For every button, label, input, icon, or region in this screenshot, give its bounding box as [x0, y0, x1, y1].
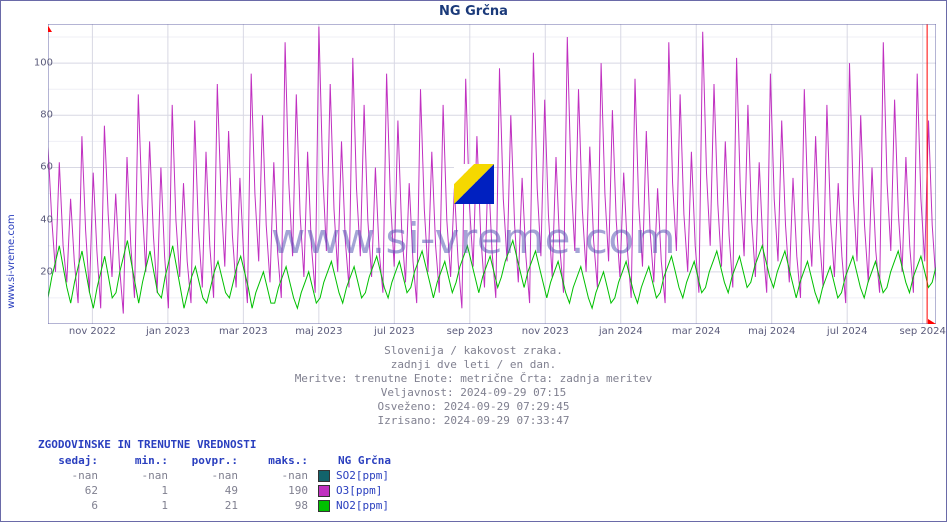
legend-label: SO2[ppm] — [336, 469, 389, 482]
history-table: ZGODOVINSKE IN TRENUTNE VREDNOSTI sedaj:… — [38, 438, 391, 513]
y-tick-label: 40 — [9, 214, 53, 225]
x-tick-label: mar 2023 — [219, 326, 268, 337]
meta-line: Osveženo: 2024-09-29 07:29:45 — [0, 400, 947, 414]
table-cell: 1 — [108, 484, 178, 497]
x-tick-label: sep 2024 — [900, 326, 946, 337]
y-tick-label: 60 — [9, 162, 53, 173]
table-station-header: NG Grčna — [338, 454, 391, 467]
legend-swatch — [318, 470, 330, 482]
table-cell: 190 — [248, 484, 318, 497]
plot-svg — [48, 24, 936, 324]
legend-swatch — [318, 485, 330, 497]
chart-title: NG Grčna — [0, 4, 947, 19]
x-tick-label: maj 2023 — [295, 326, 342, 337]
table-cell: 62 — [38, 484, 108, 497]
y-tick-label: 80 — [9, 110, 53, 121]
table-cell: -nan — [178, 469, 248, 482]
table-cell: 98 — [248, 499, 318, 512]
x-tick-label: nov 2022 — [69, 326, 116, 337]
x-tick-label: nov 2023 — [522, 326, 569, 337]
meta-line: Veljavnost: 2024-09-29 07:15 — [0, 386, 947, 400]
table-title: ZGODOVINSKE IN TRENUTNE VREDNOSTI — [38, 438, 391, 451]
x-tick-label: jan 2024 — [599, 326, 643, 337]
y-tick-label: 100 — [9, 58, 53, 69]
table-cell: 21 — [178, 499, 248, 512]
table-cell: -nan — [248, 469, 318, 482]
x-tick-label: jul 2024 — [827, 326, 868, 337]
x-tick-label: jan 2023 — [146, 326, 190, 337]
legend-swatch — [318, 500, 330, 512]
table-header: maks.: — [248, 454, 318, 467]
meta-line: zadnji dve leti / en dan. — [0, 358, 947, 372]
plot-area — [48, 24, 936, 324]
y-axis-label: www.si-vreme.com — [4, 0, 18, 522]
table-cell: 49 — [178, 484, 248, 497]
table-header: sedaj: — [38, 454, 108, 467]
table-header: min.: — [108, 454, 178, 467]
table-header: povpr.: — [178, 454, 248, 467]
table-cell: 1 — [108, 499, 178, 512]
legend-label: O3[ppm] — [336, 484, 382, 497]
meta-line: Meritve: trenutne Enote: metrične Črta: … — [0, 372, 947, 386]
table-cell: -nan — [38, 469, 108, 482]
x-tick-label: maj 2024 — [748, 326, 795, 337]
legend-label: NO2[ppm] — [336, 499, 389, 512]
table-cell: -nan — [108, 469, 178, 482]
x-tick-label: mar 2024 — [672, 326, 721, 337]
x-tick-label: sep 2023 — [447, 326, 493, 337]
meta-info: Slovenija / kakovost zraka.zadnji dve le… — [0, 344, 947, 428]
y-axis-label-text: www.si-vreme.com — [6, 214, 17, 309]
meta-line: Izrisano: 2024-09-29 07:33:47 — [0, 414, 947, 428]
x-tick-label: jul 2023 — [374, 326, 415, 337]
meta-line: Slovenija / kakovost zraka. — [0, 344, 947, 358]
y-tick-label: 20 — [9, 266, 53, 277]
table-cell: 6 — [38, 499, 108, 512]
